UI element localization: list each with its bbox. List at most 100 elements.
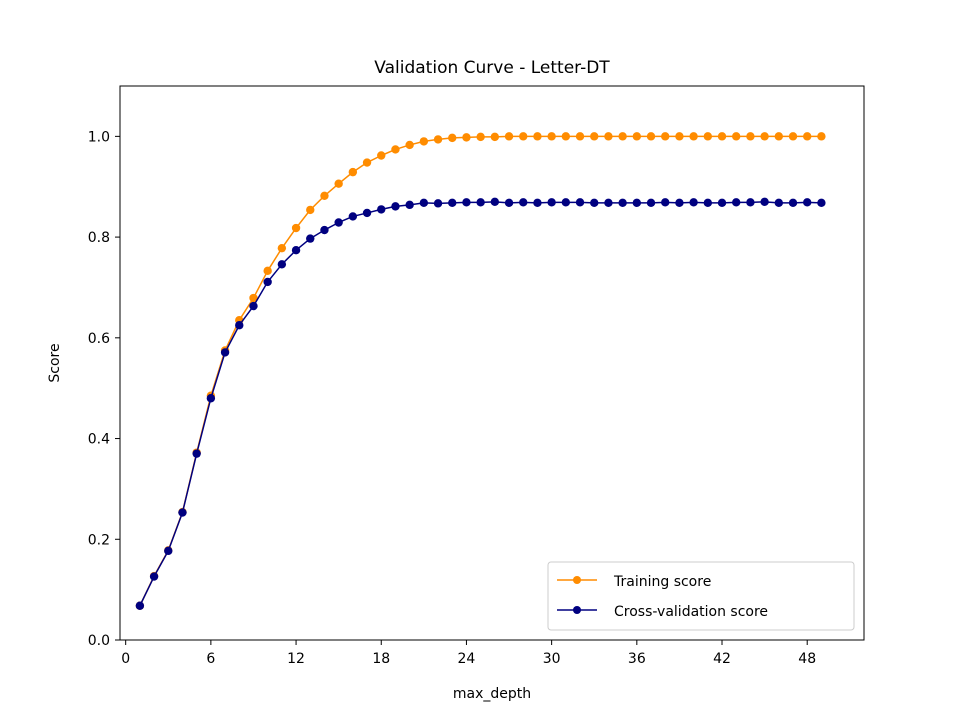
data-point-cross-validation [661, 198, 670, 207]
data-point-training [291, 223, 301, 233]
data-point-cross-validation [774, 198, 784, 208]
x-axis: 0 6 12 18 24 30 36 42 48 [121, 640, 816, 667]
data-point-cross-validation [547, 198, 556, 207]
plot-background [120, 86, 864, 640]
data-point-cross-validation [135, 601, 145, 610]
data-point-cross-validation [788, 198, 798, 208]
data-point-cross-validation [476, 198, 485, 207]
data-point-training [632, 132, 642, 141]
plot-frame [119, 85, 865, 641]
data-point-cross-validation [206, 394, 216, 403]
data-point-cross-validation [590, 198, 599, 208]
data-point-cross-validation [291, 245, 301, 255]
data-point-cross-validation [817, 198, 826, 208]
data-point-cross-validation [717, 198, 727, 208]
legend-training-label: Training score [613, 574, 711, 590]
data-point-cross-validation [433, 199, 443, 208]
data-point-training [618, 132, 627, 141]
y-tick-label: 0.4 [88, 432, 110, 448]
y-tick-label: 0.2 [88, 532, 110, 548]
y-tick-label: 0.0 [88, 633, 110, 649]
data-point-cross-validation [746, 198, 755, 207]
data-point-training [490, 132, 500, 142]
legend-cross-validation-label: Cross-validation score [614, 604, 768, 620]
data-point-training [391, 145, 400, 154]
data-point-cross-validation [306, 234, 315, 243]
x-tick-label: 12 [287, 651, 305, 667]
legend-entry-training: Training score [557, 574, 711, 590]
data-point-training [646, 132, 656, 141]
data-point-cross-validation [504, 198, 514, 208]
data-point-training [504, 132, 514, 141]
data-point-training [760, 132, 769, 141]
data-point-training [774, 132, 784, 141]
data-point-training [533, 132, 542, 141]
data-point-training [788, 132, 798, 141]
x-tick-label: 30 [543, 651, 561, 667]
data-point-training [462, 133, 471, 142]
data-point-training [661, 132, 670, 141]
data-point-cross-validation [263, 277, 272, 287]
data-point-training [334, 179, 343, 188]
series-layer [135, 132, 826, 610]
data-point-training [547, 132, 556, 141]
data-point-cross-validation [533, 198, 542, 208]
data-point-cross-validation [604, 198, 613, 208]
data-point-training [306, 205, 315, 215]
data-point-cross-validation [377, 205, 386, 214]
data-point-cross-validation [320, 225, 329, 235]
data-point-training [405, 140, 414, 150]
data-point-training [732, 132, 741, 141]
x-tick-label: 24 [458, 651, 476, 667]
data-point-training [590, 132, 599, 141]
legend-entry-cross-validation: Cross-validation score [557, 604, 768, 620]
data-point-training [362, 158, 372, 167]
data-point-cross-validation [192, 449, 201, 458]
data-point-training [263, 266, 272, 276]
data-point-training [419, 137, 429, 146]
data-point-cross-validation [646, 198, 656, 208]
x-tick-label: 6 [206, 651, 215, 667]
legend-cross-validation-marker [573, 606, 581, 614]
data-point-training [817, 132, 826, 141]
data-point-cross-validation [561, 198, 571, 207]
data-point-cross-validation [235, 321, 244, 330]
data-point-cross-validation [519, 198, 528, 207]
data-point-cross-validation [462, 198, 471, 207]
legend: Training score Cross-validation score [547, 561, 855, 631]
chart-title: Validation Curve - Letter-DT [374, 58, 610, 78]
data-point-cross-validation [249, 301, 258, 311]
data-point-training [746, 132, 755, 141]
x-tick-label: 18 [372, 651, 390, 667]
data-point-cross-validation [277, 260, 287, 269]
data-point-cross-validation [334, 218, 343, 227]
x-tick-label: 48 [798, 651, 816, 667]
data-point-cross-validation [220, 348, 230, 357]
data-point-training [519, 132, 528, 141]
data-point-training [249, 293, 258, 303]
y-axis: 0.0 0.2 0.4 0.6 0.8 1.0 [88, 129, 120, 649]
plot-area [119, 85, 865, 641]
data-point-training [675, 132, 684, 141]
data-point-training [575, 132, 585, 141]
data-point-training [703, 132, 713, 141]
data-point-cross-validation [732, 198, 741, 207]
legend-training-marker [573, 576, 581, 584]
y-axis-label: Score [47, 343, 63, 382]
y-tick-label: 1.0 [88, 129, 110, 145]
series-cross-validation [135, 197, 826, 610]
data-point-training [448, 133, 457, 143]
data-point-training [604, 132, 613, 141]
data-point-cross-validation [760, 197, 769, 207]
data-point-cross-validation [164, 546, 173, 556]
data-point-training [803, 132, 812, 141]
data-point-cross-validation [803, 198, 812, 207]
legend-frame [547, 561, 855, 631]
data-point-cross-validation [419, 198, 429, 208]
data-point-cross-validation [348, 212, 358, 221]
data-point-cross-validation [703, 198, 713, 208]
x-axis-label: max_depth [453, 686, 531, 702]
data-point-training [348, 167, 358, 177]
data-point-training [689, 132, 698, 141]
